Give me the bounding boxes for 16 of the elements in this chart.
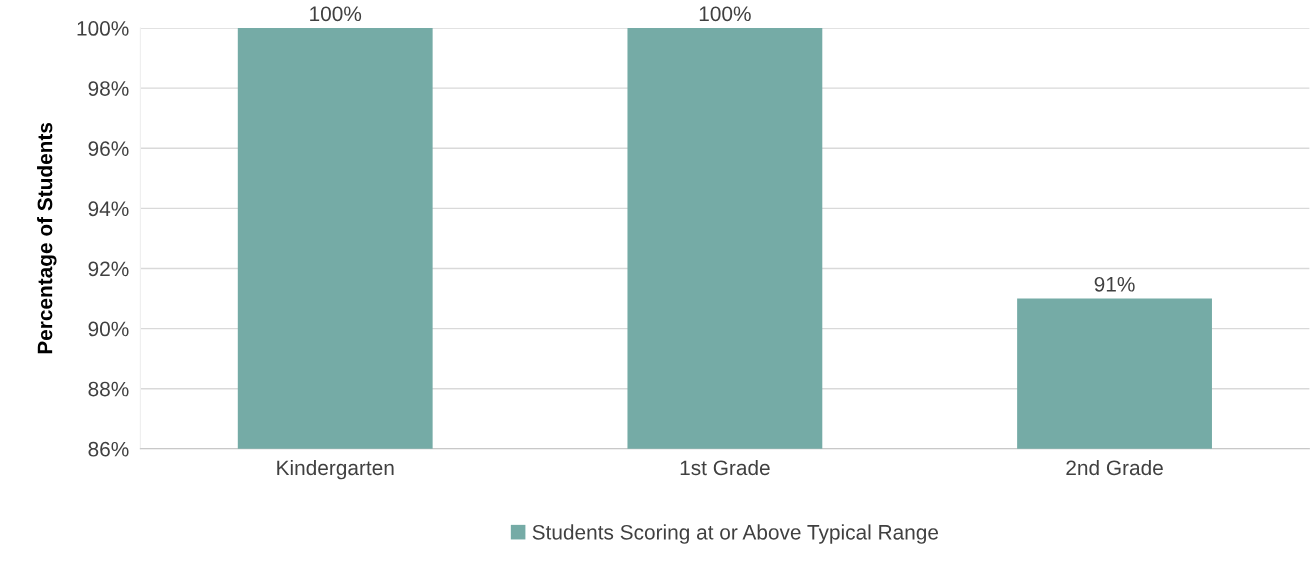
data-label: 91% bbox=[1094, 276, 1135, 292]
y-tick-label: 88% bbox=[88, 381, 129, 397]
y-tick-label: 86% bbox=[88, 441, 129, 457]
data-label: 100% bbox=[310, 6, 362, 22]
x-tick-label: 1st Grade bbox=[680, 459, 770, 476]
y-tick-label: 92% bbox=[88, 261, 129, 277]
data-label: 100% bbox=[699, 6, 751, 22]
y-tick-label: 94% bbox=[88, 201, 129, 217]
x-tick-label: Kindergarten bbox=[277, 459, 394, 480]
y-tick-label: 90% bbox=[88, 321, 129, 337]
y-tick-label: 98% bbox=[88, 81, 129, 96]
y-axis-title: Percentage of Students bbox=[37, 122, 57, 354]
y-tick-label: 96% bbox=[88, 141, 129, 157]
x-tick-label: 2nd Grade bbox=[1066, 459, 1163, 476]
y-tick-label: 100% bbox=[77, 21, 129, 36]
legend-label: Students Scoring at or Above Typical Range bbox=[532, 524, 939, 544]
